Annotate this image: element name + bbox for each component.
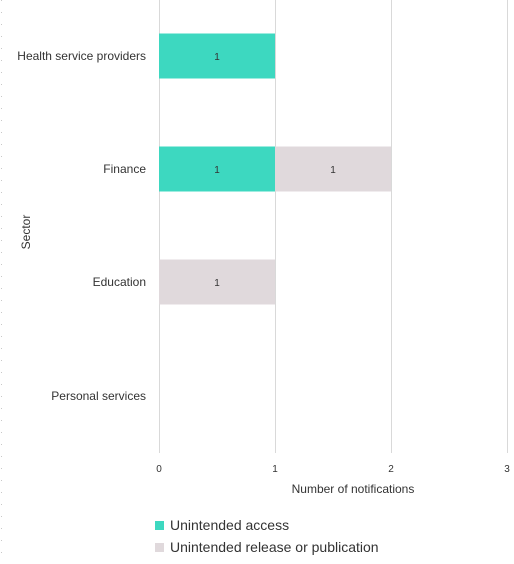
category-label: Health service providers [17,49,146,63]
legend-label: Unintended release or publication [170,539,379,555]
category-label: Finance [103,162,146,176]
category-label: Education [93,275,146,289]
y-axis-title: Sector [19,215,33,250]
legend: Unintended access Unintended release or … [155,514,379,558]
bar-data-label: 1 [214,52,220,63]
x-tick-label: 0 [156,464,162,475]
bar [159,33,275,79]
category-label: Personal services [51,389,146,403]
bar-data-label: 1 [214,165,220,176]
bar [275,146,391,192]
legend-label: Unintended access [170,517,290,533]
x-axis-title: Number of notifications [292,482,415,496]
legend-swatch-unintended-access [155,520,164,530]
legend-item-unintended-access: Unintended access [155,514,379,536]
legend-item-unintended-release: Unintended release or publication [155,536,379,558]
x-tick-label: 2 [388,464,394,475]
bar-data-label: 1 [330,165,336,176]
bar [159,259,275,305]
legend-swatch-unintended-release [155,542,164,552]
x-tick-label: 1 [272,464,278,475]
bar-data-label: 1 [214,278,220,289]
x-tick-label: 3 [504,464,510,475]
bar [159,146,275,192]
